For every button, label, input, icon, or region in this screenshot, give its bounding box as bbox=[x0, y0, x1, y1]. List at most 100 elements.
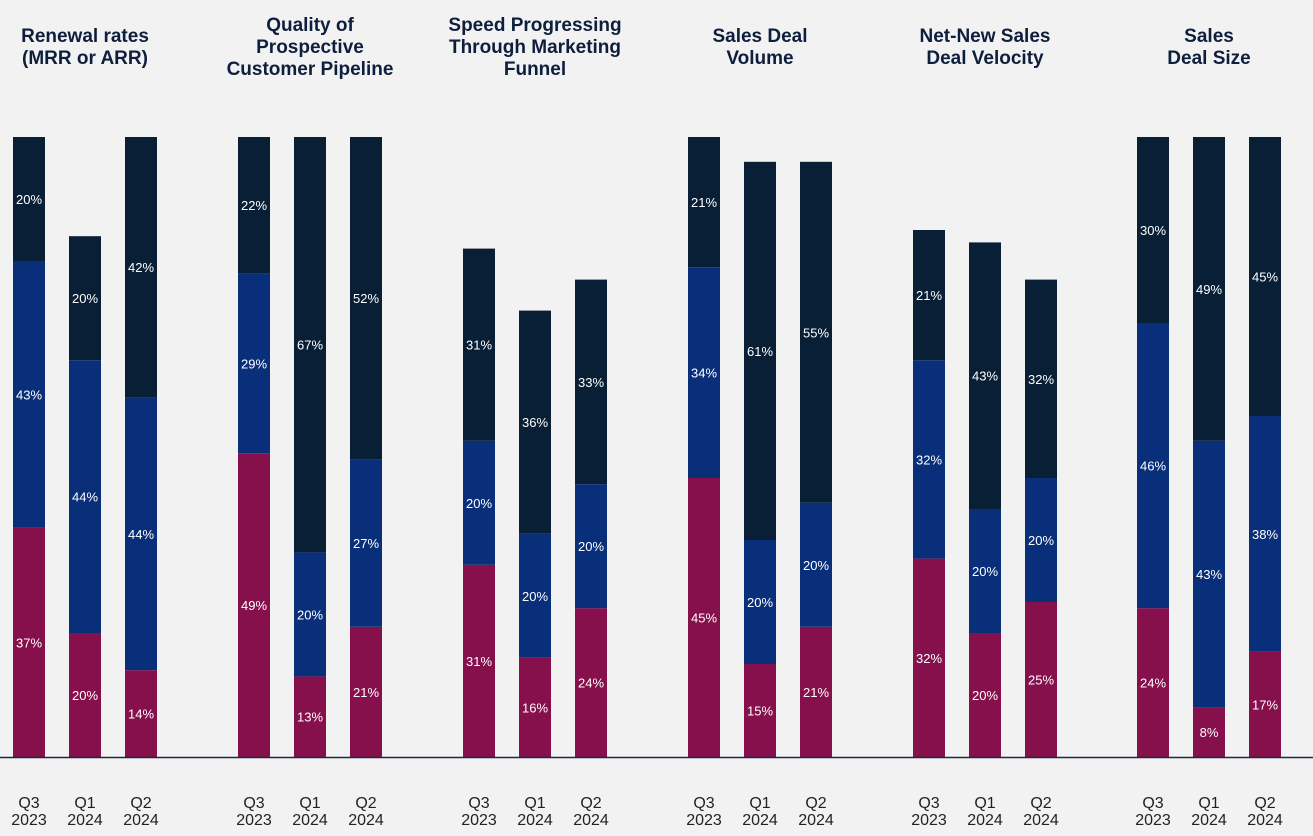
group-title-line: Deal Size bbox=[1167, 48, 1250, 69]
group-title-line: Prospective bbox=[256, 37, 364, 58]
data-label: 20% bbox=[1028, 533, 1054, 548]
bar-segment-top bbox=[800, 161, 832, 503]
data-label: 25% bbox=[1028, 673, 1054, 688]
group-title-line: (MRR or ARR) bbox=[22, 48, 148, 69]
bar-segment-top bbox=[575, 279, 607, 485]
data-label: 31% bbox=[466, 338, 492, 353]
bar-segment-bottom bbox=[125, 670, 157, 757]
x-tick-label-line: Q2 bbox=[805, 795, 826, 812]
group-title-line: Through Marketing bbox=[449, 37, 621, 58]
bar-segment-middle bbox=[13, 261, 45, 528]
x-tick-label-line: 2024 bbox=[123, 812, 159, 829]
data-label: 32% bbox=[916, 452, 942, 467]
x-tick-label-line: Q1 bbox=[299, 795, 320, 812]
x-tick-label-line: Q2 bbox=[580, 795, 601, 812]
group-title-line: Net-New Sales bbox=[920, 26, 1051, 47]
data-label: 20% bbox=[747, 595, 773, 610]
x-tick-label: Q3 2023 bbox=[236, 795, 272, 829]
data-label: 20% bbox=[72, 688, 98, 703]
bar-segment-top bbox=[13, 137, 45, 261]
bar-segment-middle bbox=[688, 267, 720, 478]
data-label: 30% bbox=[1140, 223, 1166, 238]
data-label: 15% bbox=[747, 704, 773, 719]
bar-segment-top bbox=[913, 230, 945, 361]
bar-segment-middle bbox=[969, 509, 1001, 633]
bar-segment-bottom bbox=[1137, 608, 1169, 757]
x-tick-label: Q3 2023 bbox=[911, 795, 947, 829]
data-label: 55% bbox=[803, 325, 829, 340]
bar-segment-top bbox=[125, 137, 157, 398]
bar-segment-top bbox=[463, 248, 495, 441]
data-label: 49% bbox=[1196, 282, 1222, 297]
bar-segment-middle bbox=[519, 533, 551, 658]
data-label: 44% bbox=[128, 527, 154, 542]
x-tick-label-line: 2023 bbox=[11, 812, 47, 829]
group-title: Sales Deal Size bbox=[1167, 26, 1250, 69]
group-title-line: Sales Deal bbox=[712, 26, 807, 47]
x-tick-label-line: 2024 bbox=[967, 812, 1003, 829]
data-label: 45% bbox=[691, 611, 717, 626]
bar-segment-middle bbox=[575, 484, 607, 609]
bar-segment-bottom bbox=[1193, 707, 1225, 757]
bar-segment-middle bbox=[238, 273, 270, 454]
data-label: 43% bbox=[16, 387, 42, 402]
x-tick-label-line: 2024 bbox=[348, 812, 384, 829]
data-label: 42% bbox=[128, 260, 154, 275]
bar-segment-bottom bbox=[913, 558, 945, 757]
group-title-line: Renewal rates bbox=[21, 26, 149, 47]
data-label: 20% bbox=[972, 564, 998, 579]
x-tick-label: Q1 2024 bbox=[517, 795, 553, 829]
x-tick-label-line: Q2 bbox=[130, 795, 151, 812]
data-label: 52% bbox=[353, 291, 379, 306]
bar-segment-middle bbox=[69, 360, 101, 633]
x-tick-label: Q3 2023 bbox=[461, 795, 497, 829]
x-tick-label-line: Q3 bbox=[18, 795, 39, 812]
group-title-line: Speed Progressing bbox=[448, 15, 621, 36]
group-title: Quality of Prospective Customer Pipeline bbox=[227, 15, 394, 80]
bar-segment-bottom bbox=[69, 633, 101, 757]
data-label: 24% bbox=[578, 676, 604, 691]
bar-segment-bottom bbox=[294, 676, 326, 757]
data-label: 24% bbox=[1140, 676, 1166, 691]
data-label: 32% bbox=[1028, 372, 1054, 387]
data-label: 20% bbox=[578, 539, 604, 554]
x-tick-label-line: 2023 bbox=[461, 812, 497, 829]
data-label: 29% bbox=[241, 356, 267, 371]
x-tick-label: Q1 2024 bbox=[67, 795, 103, 829]
x-tick-label-line: 2024 bbox=[798, 812, 834, 829]
x-tick-label-line: 2023 bbox=[911, 812, 947, 829]
bar-segment-bottom bbox=[1025, 602, 1057, 757]
x-tick-label-line: 2024 bbox=[292, 812, 328, 829]
data-label: 44% bbox=[72, 490, 98, 505]
bar-segment-top bbox=[688, 137, 720, 268]
data-label: 13% bbox=[297, 710, 323, 725]
bar-segment-top bbox=[238, 137, 270, 274]
x-tick-label: Q1 2024 bbox=[1191, 795, 1227, 829]
bar-segment-bottom bbox=[463, 564, 495, 757]
bar-segment-middle bbox=[1025, 478, 1057, 602]
bar-segment-bottom bbox=[238, 453, 270, 757]
bar-segment-top bbox=[1193, 137, 1225, 441]
x-tick-label: Q3 2023 bbox=[686, 795, 722, 829]
data-label: 20% bbox=[803, 558, 829, 573]
x-tick-label-line: Q1 bbox=[524, 795, 545, 812]
x-tick-label: Q2 2024 bbox=[1247, 795, 1283, 829]
x-tick-label-line: Q2 bbox=[355, 795, 376, 812]
bar-segment-top bbox=[1137, 137, 1169, 323]
data-label: 20% bbox=[297, 607, 323, 622]
data-label: 34% bbox=[691, 366, 717, 381]
data-label: 20% bbox=[72, 291, 98, 306]
bar-segment-bottom bbox=[744, 664, 776, 757]
data-label: 61% bbox=[747, 344, 773, 359]
x-tick-label: Q3 2023 bbox=[1135, 795, 1171, 829]
x-tick-label-line: 2023 bbox=[236, 812, 272, 829]
data-label: 36% bbox=[522, 415, 548, 430]
bar-segment-bottom bbox=[1249, 651, 1281, 757]
bar-segment-top bbox=[294, 137, 326, 553]
data-label: 16% bbox=[522, 700, 548, 715]
x-tick-label: Q3 2023 bbox=[11, 795, 47, 829]
x-tick-label-line: Q3 bbox=[468, 795, 489, 812]
x-tick-label-line: Q1 bbox=[974, 795, 995, 812]
